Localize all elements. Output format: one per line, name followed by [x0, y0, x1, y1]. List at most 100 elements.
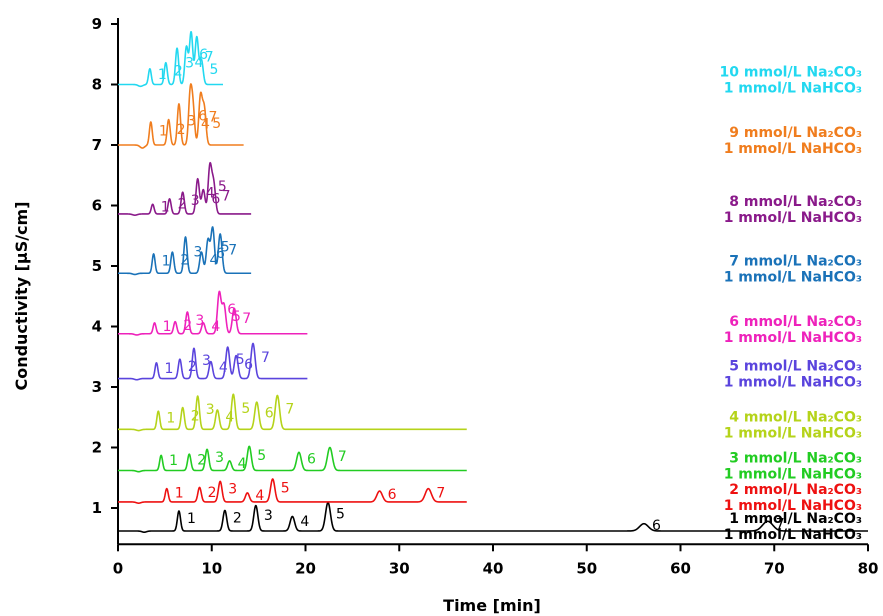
- legend-entry: 9 mmol/L Na₂CO₃: [729, 125, 862, 141]
- x-tick-label: 10: [201, 559, 222, 577]
- y-tick-label: 5: [92, 257, 102, 275]
- peak-label: 2: [197, 453, 206, 469]
- legend-entry: 1 mmol/L NaHCO₃: [724, 210, 862, 226]
- y-tick-label: 3: [92, 378, 102, 396]
- peak-label: 5: [236, 352, 245, 368]
- x-tick-label: 50: [576, 559, 597, 577]
- peak-label: 2: [177, 122, 186, 138]
- peak-label: 1: [158, 67, 167, 83]
- peak-labels: 1 2 3 4 56 71 2 3 4 5 6 71 2 3 4 5 6 71 2 3 45 6 71 2 3 4 5 6 71 2 3 45…: [158, 47, 785, 534]
- peak-label: 1: [175, 486, 184, 502]
- legend-entry: 1 mmol/L NaHCO₃: [724, 527, 862, 543]
- peak-label: 1: [161, 200, 170, 216]
- legend-entry: 1 mmol/L Na₂CO₃: [729, 511, 862, 527]
- peak-label: 6: [307, 452, 316, 468]
- peak-label: 5: [232, 309, 241, 325]
- x-tick-label: 30: [389, 559, 410, 577]
- legend-entry: 8 mmol/L Na₂CO₃: [729, 194, 862, 210]
- series-trace-1: [117, 501, 869, 534]
- y-tick-label: 1: [92, 499, 102, 517]
- peak-label: 2: [180, 253, 189, 269]
- peak-label: 7: [242, 311, 251, 327]
- legend-entry: 10 mmol/L Na₂CO₃: [720, 65, 862, 81]
- series-trace-4: [117, 393, 468, 432]
- peak-label: 7: [205, 50, 214, 66]
- peak-label: 7: [436, 486, 445, 502]
- legend-entry: 4 mmol/L Na₂CO₃: [729, 409, 862, 425]
- peak-label: 4: [219, 360, 228, 376]
- peak-label: 7: [261, 350, 270, 366]
- peak-label: 1: [169, 453, 178, 469]
- x-tick-label: 70: [764, 559, 785, 577]
- peak-label: 6: [211, 192, 220, 208]
- peak-label: 4: [194, 55, 203, 71]
- x-tick-label: 60: [670, 559, 691, 577]
- legend-entry: 1 mmol/L NaHCO₃: [724, 141, 862, 157]
- peak-label: 2: [191, 408, 200, 424]
- peak-label: 3: [264, 508, 273, 524]
- peak-label: 1: [163, 319, 172, 335]
- peak-label: 5: [212, 116, 221, 132]
- x-tick-label: 20: [295, 559, 316, 577]
- peak-label: 1: [162, 254, 171, 270]
- peak-label: 4: [209, 253, 218, 269]
- series-trace-2: [117, 478, 468, 504]
- peak-label: 6: [216, 246, 225, 262]
- peak-label: 3: [194, 244, 203, 260]
- y-tick-label: 4: [92, 318, 102, 336]
- peak-label: 5: [221, 239, 230, 255]
- peak-label: 2: [178, 197, 187, 213]
- y-tick-label: 8: [92, 76, 102, 94]
- peak-label: 5: [257, 448, 266, 464]
- peak-label: 1: [187, 511, 196, 527]
- peak-label: 6: [388, 487, 397, 503]
- peak-label: 5: [209, 62, 218, 78]
- legend-entry: 3 mmol/L Na₂CO₃: [729, 450, 862, 466]
- peak-label: 4: [255, 488, 264, 504]
- series-trace-8: [117, 161, 252, 216]
- peak-label: 3: [191, 193, 200, 209]
- legend-entry: 1 mmol/L NaHCO₃: [724, 269, 862, 285]
- y-tick-label: 7: [92, 136, 102, 154]
- legend-entry: 5 mmol/L Na₂CO₃: [729, 359, 862, 375]
- peak-label: 7: [228, 243, 237, 259]
- y-tick-label: 6: [92, 197, 102, 215]
- peak-label: 4: [201, 117, 210, 133]
- peak-label: 2: [208, 485, 217, 501]
- peak-label: 7: [776, 517, 785, 533]
- peak-label: 2: [233, 511, 242, 527]
- legend-entry: 7 mmol/L Na₂CO₃: [729, 253, 862, 269]
- y-axis-title: Conductivity [µS/cm]: [12, 201, 31, 390]
- x-axis-title: Time [min]: [443, 596, 541, 615]
- peak-label: 1: [159, 123, 168, 139]
- peak-label: 6: [265, 405, 274, 421]
- peak-label: 3: [195, 313, 204, 329]
- legend-entry: 2 mmol/L Na₂CO₃: [729, 482, 862, 498]
- peak-label: 4: [206, 186, 215, 202]
- peak-label: 4: [211, 319, 220, 335]
- peak-label: 7: [209, 109, 218, 125]
- peak-label: 3: [202, 353, 211, 369]
- peak-label: 7: [285, 402, 294, 418]
- legend-entry: 1 mmol/L NaHCO₃: [724, 466, 862, 482]
- peak-label: 3: [228, 482, 237, 498]
- series-trace-3: [117, 445, 468, 473]
- series-trace-7: [117, 226, 252, 276]
- peak-label: 6: [199, 47, 208, 63]
- series-trace-6: [117, 290, 308, 336]
- peak-label: 3: [187, 113, 196, 129]
- x-tick-label: 0: [113, 559, 123, 577]
- peak-label: 4: [238, 456, 247, 472]
- peak-label: 2: [188, 359, 197, 375]
- legend-entry: 1 mmol/L NaHCO₃: [724, 425, 862, 441]
- peak-label: 4: [300, 514, 309, 530]
- peak-label: 2: [183, 318, 192, 334]
- y-tick-label: 2: [92, 439, 102, 457]
- peak-label: 5: [218, 179, 227, 195]
- series-trace-5: [117, 342, 308, 381]
- series-trace-10: [117, 30, 224, 88]
- peak-label: 6: [198, 109, 207, 125]
